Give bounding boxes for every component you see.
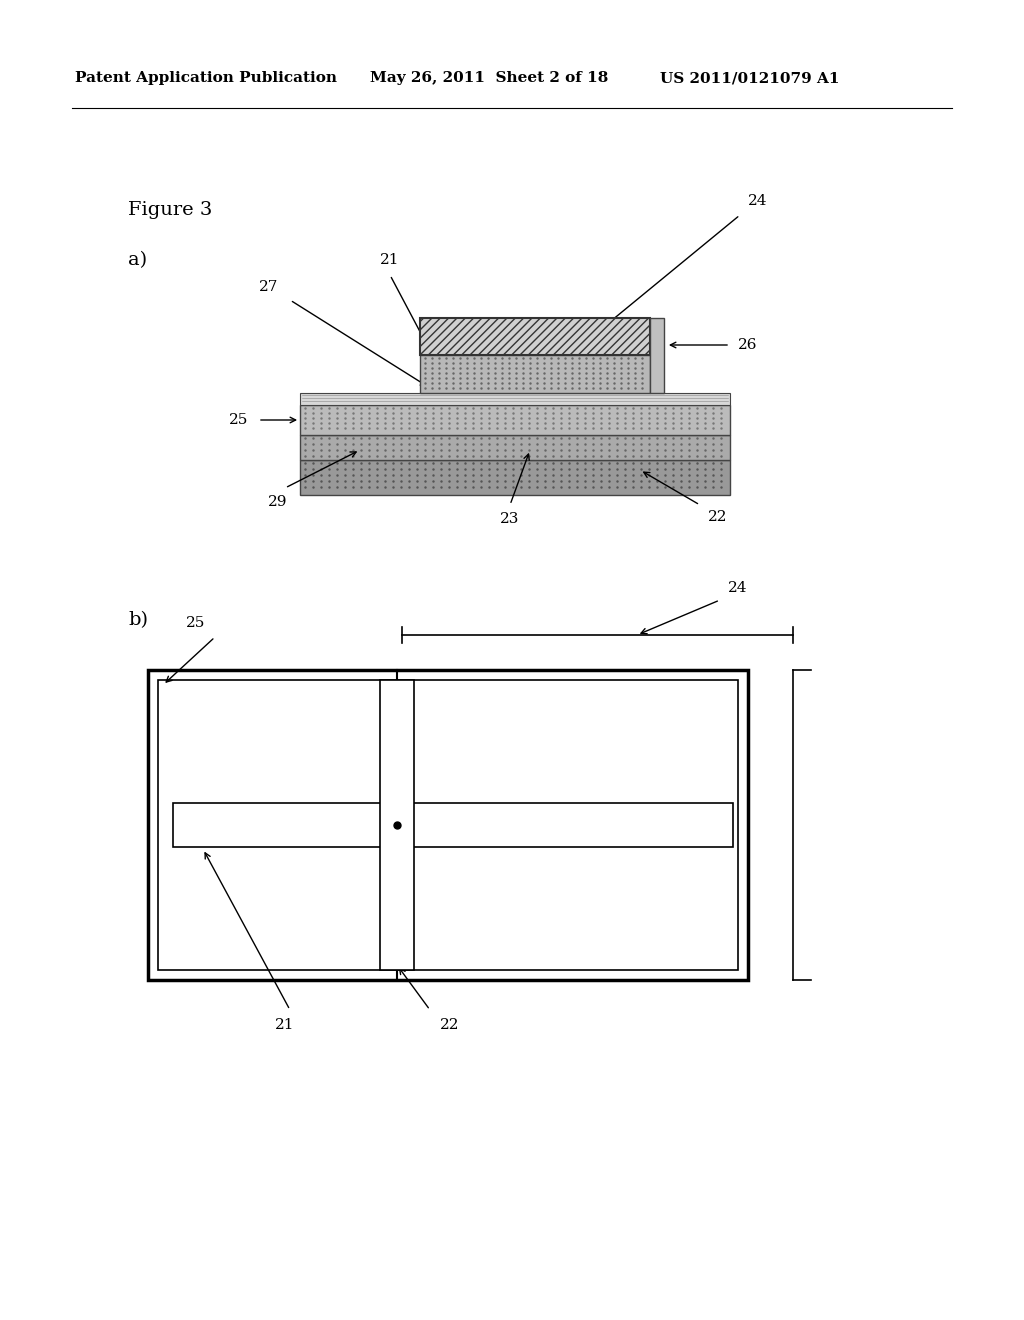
Text: 27: 27 xyxy=(259,280,278,294)
Text: b): b) xyxy=(128,611,148,630)
Text: Figure 3: Figure 3 xyxy=(128,201,212,219)
Bar xyxy=(300,405,730,436)
Text: Patent Application Publication: Patent Application Publication xyxy=(75,71,337,84)
Text: 22: 22 xyxy=(708,510,727,524)
Text: 21: 21 xyxy=(380,253,399,267)
Bar xyxy=(148,671,748,979)
Bar xyxy=(173,803,733,847)
Text: 26: 26 xyxy=(738,338,758,352)
Bar xyxy=(300,393,730,405)
Bar xyxy=(380,680,414,970)
Bar xyxy=(650,318,664,393)
Bar xyxy=(420,355,650,393)
Bar xyxy=(300,436,730,459)
Text: US 2011/0121079 A1: US 2011/0121079 A1 xyxy=(660,71,840,84)
Text: 22: 22 xyxy=(440,1018,460,1032)
Text: May 26, 2011  Sheet 2 of 18: May 26, 2011 Sheet 2 of 18 xyxy=(370,71,608,84)
Text: 23: 23 xyxy=(501,512,520,525)
Text: 24: 24 xyxy=(748,194,768,209)
Text: 25: 25 xyxy=(185,616,205,630)
Bar xyxy=(300,459,730,495)
Text: 29: 29 xyxy=(268,495,288,510)
Text: 21: 21 xyxy=(275,1018,295,1032)
Bar xyxy=(158,680,738,970)
Text: a): a) xyxy=(128,251,147,269)
Text: 24: 24 xyxy=(728,581,748,595)
Text: 25: 25 xyxy=(228,413,248,426)
Bar xyxy=(420,318,650,355)
